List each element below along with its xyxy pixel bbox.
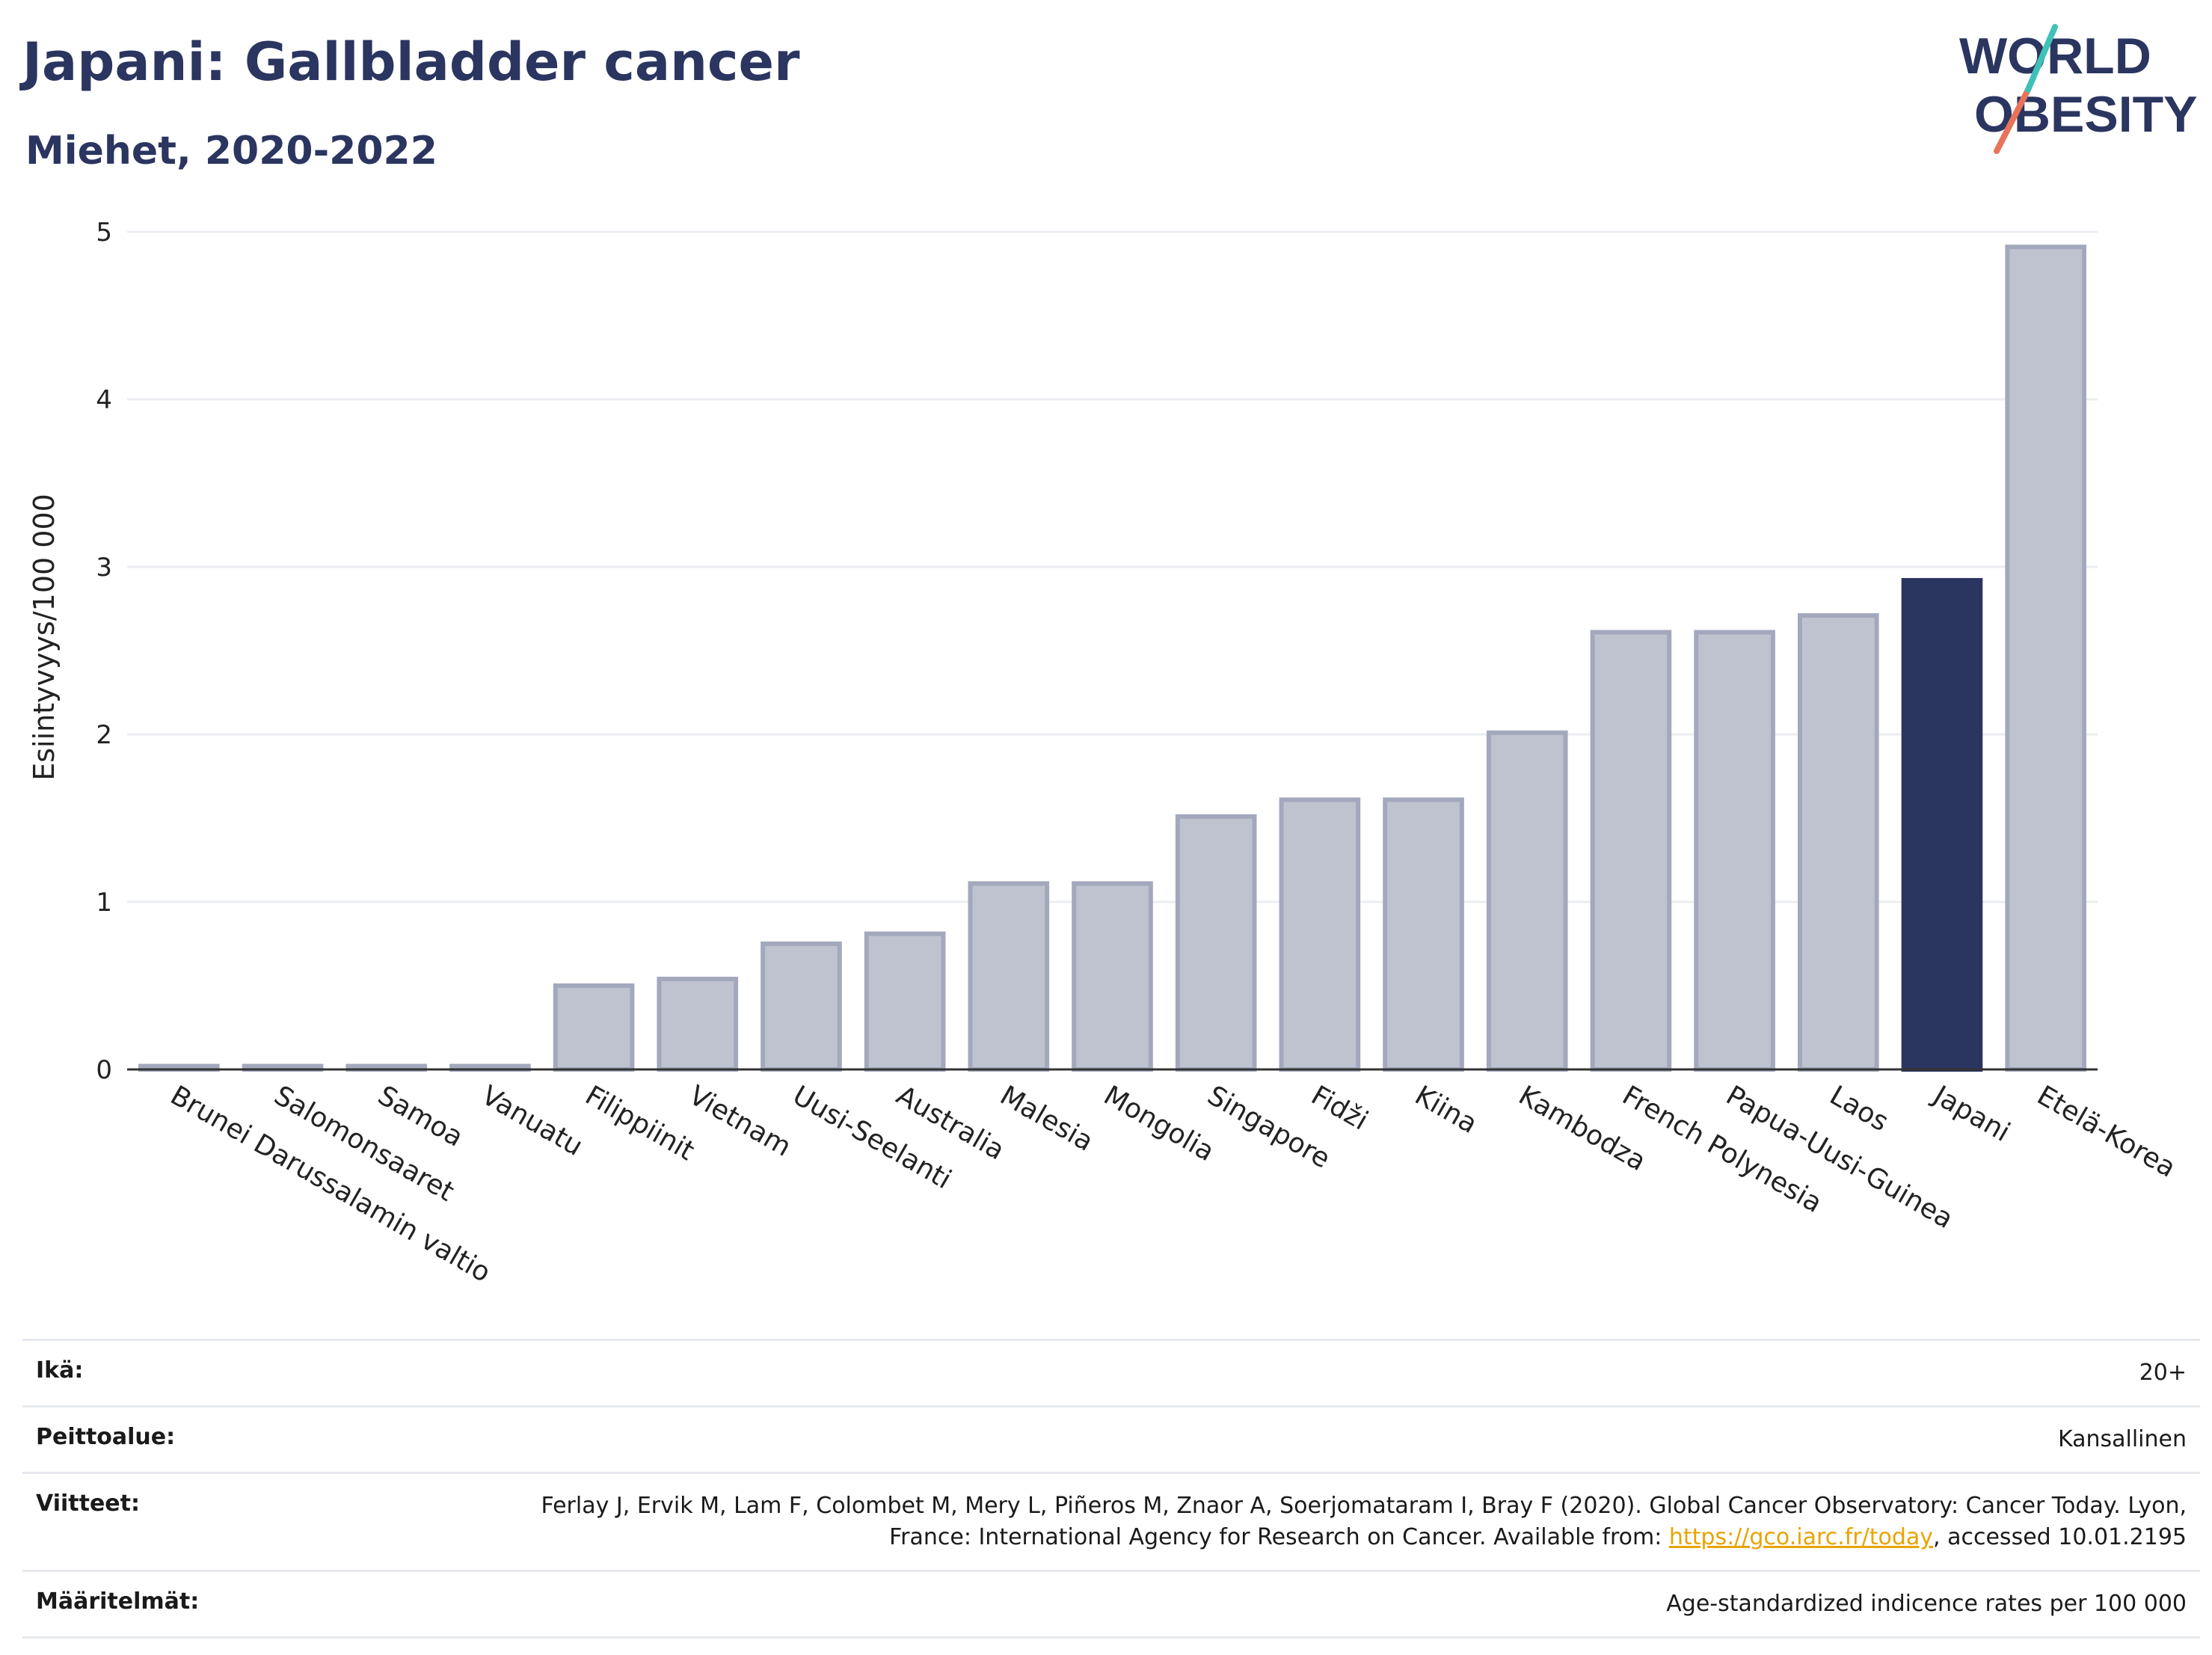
x-tick-label: Laos [1825, 1080, 1893, 1137]
meta-value: 20+ [2139, 1360, 2187, 1386]
meta-value: Age-standardized indicence rates per 100… [1666, 1591, 2187, 1617]
bar-singapore [1175, 814, 1257, 1072]
chart-title: Japani: Gallbladder cancer [22, 31, 800, 93]
meta-row-coverage: Peittoalue: Kansallinen [22, 1405, 2200, 1472]
x-tick-label: Malesia [995, 1080, 1098, 1158]
x-axis-labels: Brunei Darussalamin valtioSalomonsaaretS… [165, 1079, 2181, 1289]
bars [138, 245, 2086, 1072]
y-tick-label: 5 [96, 218, 112, 248]
reference-text: Ferlay J, Ervik M, Lam F, Colombet M, Me… [541, 1493, 2187, 1550]
x-tick-label: Vanuatu [476, 1080, 588, 1162]
bar-fidži [1279, 797, 1361, 1072]
bar-vietnam [657, 977, 739, 1072]
x-tick-label: Japani [1927, 1079, 2015, 1148]
y-axis-ticks: 0 1 2 3 4 5 [96, 218, 112, 1085]
chart-subtitle: Miehet, 2020-2022 [25, 129, 437, 174]
bar-chart: 0 1 2 3 4 5 Brunei Darussalamin valtioSalomon… [28, 218, 2181, 1289]
y-tick-label: 0 [96, 1055, 112, 1085]
meta-key: Ikä: [36, 1357, 84, 1384]
bar-mongolia [1072, 881, 1153, 1072]
bar-laos [1797, 612, 1879, 1072]
meta-row-definitions: Määritelmät: Age-standardized indicence … [22, 1570, 2200, 1639]
meta-row-references: Viitteet: Ferlay J, Ervik M, Lam F, Colo… [22, 1472, 2200, 1570]
bar-french-polynesia [1590, 630, 1672, 1072]
x-tick-label: Vietnam [683, 1080, 796, 1163]
logo-line1: WORLD [1959, 28, 2151, 85]
meta-key: Viitteet: [36, 1490, 140, 1517]
metadata-table: Ikä: 20+ Peittoalue: Kansallinen Viittee… [22, 1339, 2200, 1639]
bar-papua-uusi-guinea [1694, 630, 1775, 1072]
reference-link[interactable]: https://gco.iarc.fr/today [1668, 1524, 1934, 1550]
reference-accessed: , accessed 10.01.2195 [1933, 1524, 2187, 1550]
bar-kambodza [1486, 730, 1568, 1072]
world-obesity-logo: WORLD OBESITY [1959, 24, 2198, 154]
bar-australia [864, 931, 946, 1072]
y-tick-label: 3 [96, 553, 112, 583]
x-tick-label: Kiina [1410, 1080, 1482, 1140]
bar-japani [1901, 577, 1983, 1072]
x-tick-label: Fidži [1306, 1080, 1373, 1136]
logo-line2: OBESITY [1974, 86, 2198, 143]
x-tick-label: Mongolia [1099, 1080, 1220, 1167]
meta-value: Ferlay J, Ervik M, Lam F, Colombet M, Me… [467, 1490, 2187, 1553]
y-axis-label: Esiintyvyys/100 000 [28, 494, 61, 781]
bar-malesia [968, 881, 1050, 1072]
bar-filippiinit [553, 983, 635, 1072]
x-tick-label: Filippiinit [580, 1080, 700, 1167]
x-tick-label: Etelä-Korea [2032, 1080, 2181, 1184]
meta-key: Peittoalue: [36, 1424, 176, 1450]
bar-etelä-korea [2005, 245, 2086, 1072]
y-tick-label: 1 [96, 888, 112, 918]
meta-row-age: Ikä: 20+ [22, 1339, 2200, 1405]
meta-key: Määritelmät: [36, 1588, 200, 1615]
y-tick-label: 4 [96, 385, 112, 415]
bar-kiina [1383, 797, 1464, 1072]
meta-value: Kansallinen [2057, 1426, 2187, 1452]
bar-uusi-seelanti [761, 942, 842, 1072]
y-tick-label: 2 [96, 720, 112, 750]
